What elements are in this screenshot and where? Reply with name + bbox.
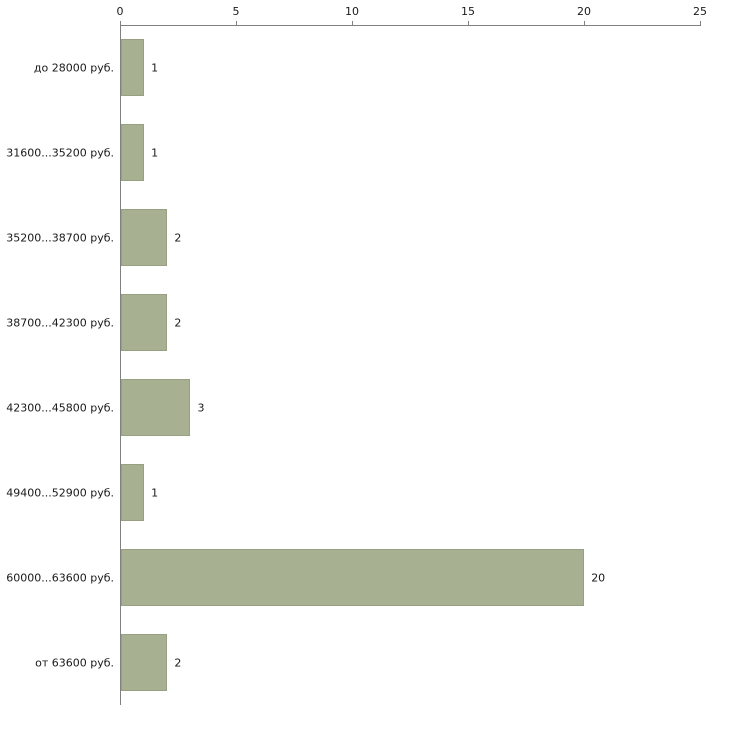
value-label: 2 xyxy=(174,656,182,669)
bar-row: 60000...63600 руб. 20 xyxy=(6,535,700,620)
value-label: 20 xyxy=(591,571,606,584)
bar xyxy=(121,294,168,351)
x-axis-tick-label: 0 xyxy=(116,5,124,18)
x-axis: 0 5 10 15 20 25 xyxy=(117,5,707,26)
value-label: 2 xyxy=(174,316,182,329)
bar-row: 35200...38700 руб. 2 xyxy=(6,195,700,280)
x-axis-tick-label: 15 xyxy=(461,5,475,18)
category-label: до 28000 руб. xyxy=(33,61,114,74)
plot-area: до 28000 руб. 1 31600...35200 руб. 1 35200..… xyxy=(6,25,700,705)
bar-row: 49400...52900 руб. 1 xyxy=(6,450,700,535)
bar-row: до 28000 руб. 1 xyxy=(34,25,700,110)
category-label: 49400...52900 руб. xyxy=(6,486,114,499)
category-label: 42300...45800 руб. xyxy=(6,401,114,414)
category-label: 38700...42300 руб. xyxy=(6,316,114,329)
bar xyxy=(121,124,145,181)
bar-row: 38700...42300 руб. 2 xyxy=(6,280,700,365)
value-label: 1 xyxy=(151,61,159,74)
x-axis-tick xyxy=(352,21,353,26)
bar xyxy=(121,39,145,96)
bar xyxy=(121,464,145,521)
value-label: 1 xyxy=(151,146,159,159)
value-label: 3 xyxy=(197,401,205,414)
category-label: 35200...38700 руб. xyxy=(6,231,114,244)
bar xyxy=(121,209,168,266)
bar-row: от 63600 руб. 2 xyxy=(35,620,700,705)
x-axis-tick-label: 25 xyxy=(693,5,707,18)
x-axis-tick-label: 5 xyxy=(232,5,240,18)
x-axis-tick xyxy=(700,21,701,26)
value-label: 2 xyxy=(174,231,182,244)
x-axis-tick xyxy=(236,21,237,26)
x-axis-tick xyxy=(468,21,469,26)
x-axis-tick xyxy=(584,21,585,26)
bar xyxy=(121,549,585,606)
x-axis-tick-label: 10 xyxy=(345,5,359,18)
bar-row: 42300...45800 руб. 3 xyxy=(6,365,700,450)
bar xyxy=(121,379,191,436)
value-label: 1 xyxy=(151,486,159,499)
bar xyxy=(121,634,168,691)
x-axis-tick xyxy=(120,21,121,26)
category-label: 31600...35200 руб. xyxy=(6,146,114,159)
x-axis-tick-label: 20 xyxy=(577,5,591,18)
category-label: от 63600 руб. xyxy=(35,656,114,669)
category-label: 60000...63600 руб. xyxy=(6,571,114,584)
bar-row: 31600...35200 руб. 1 xyxy=(6,110,700,195)
